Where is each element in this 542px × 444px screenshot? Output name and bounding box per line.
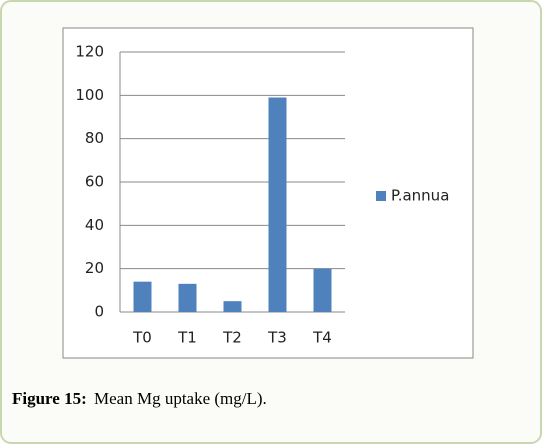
y-tick-label: 120: [75, 43, 104, 61]
x-tick-label: T4: [312, 329, 332, 347]
caption-label: Figure 15:: [12, 389, 87, 408]
x-tick-label: T2: [222, 329, 242, 347]
bar: [223, 301, 242, 312]
bar: [313, 268, 332, 312]
y-tick-label: 100: [75, 86, 104, 104]
caption-text: Mean Mg uptake (mg/L).: [94, 389, 267, 408]
legend-label: P.annua: [391, 187, 449, 205]
legend-swatch: [376, 191, 386, 201]
y-tick-label: 40: [85, 216, 104, 234]
bar: [268, 97, 287, 312]
y-tick-label: 80: [85, 129, 104, 147]
y-tick-label: 20: [85, 259, 104, 277]
x-tick-label: T0: [132, 329, 152, 347]
x-tick-label: T1: [177, 329, 197, 347]
bar: [133, 281, 152, 312]
chart-frame: [62, 27, 474, 359]
x-tick-label: T3: [267, 329, 287, 347]
y-tick-label: 0: [94, 303, 104, 321]
y-tick-label: 60: [85, 173, 104, 191]
bar: [178, 283, 197, 312]
